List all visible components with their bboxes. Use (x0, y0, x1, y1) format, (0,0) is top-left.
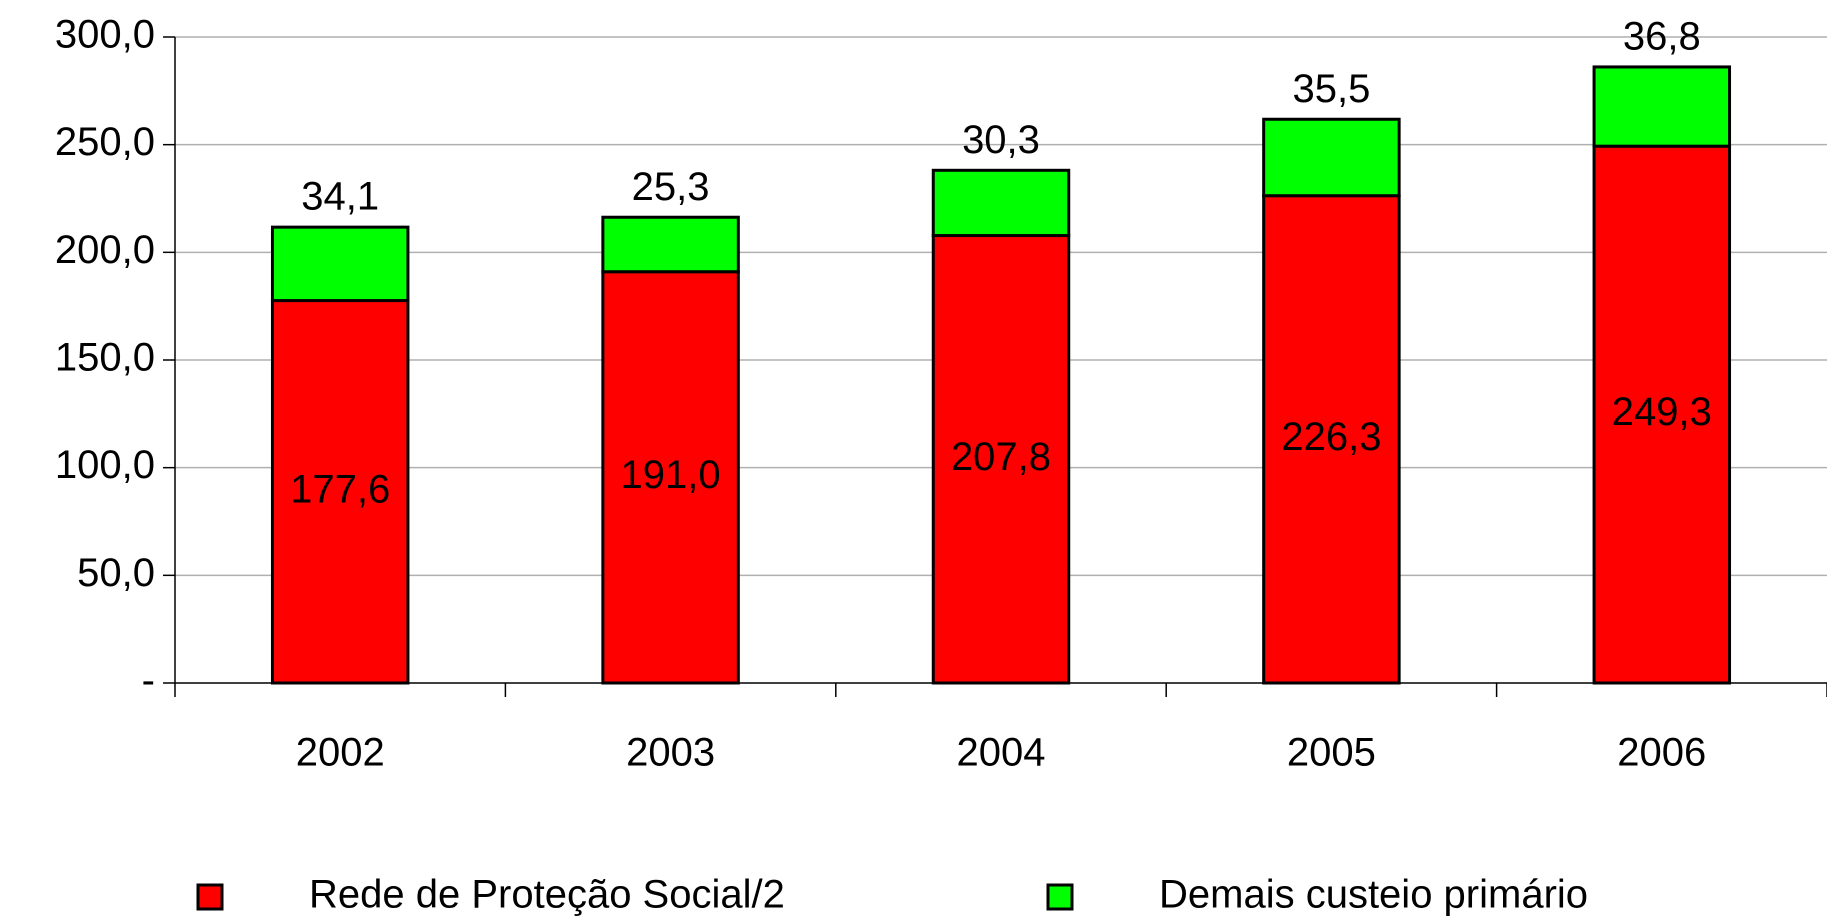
x-tick-label: 2006 (1617, 731, 1706, 775)
bar-segment (1592, 144, 1732, 685)
bar-segment (1262, 117, 1401, 198)
legend-swatch (1046, 883, 1074, 911)
bar-segment (270, 225, 410, 303)
x-tick-label: 2005 (1287, 731, 1376, 775)
y-tick-label: - (142, 659, 155, 703)
y-tick-label: 50,0 (77, 551, 155, 595)
legend-swatch (196, 883, 224, 911)
legend-label: Rede de Proteção Social/2 (309, 873, 785, 917)
y-tick-label: 300,0 (55, 13, 155, 57)
data-label: 177,6 (290, 467, 390, 511)
bar-segment (601, 215, 740, 274)
x-tick-label: 2004 (957, 731, 1046, 775)
bar-segment (1592, 65, 1732, 148)
y-tick-label: 150,0 (55, 336, 155, 380)
data-label: 207,8 (951, 435, 1051, 479)
x-tick-label: 2002 (296, 731, 385, 775)
bar-segment (931, 168, 1071, 238)
data-label: 249,3 (1612, 390, 1712, 434)
data-label: 30,3 (962, 118, 1040, 162)
bar-segment (270, 299, 410, 685)
data-label: 25,3 (632, 165, 710, 209)
bar-segment (931, 234, 1071, 685)
y-tick-label: 250,0 (55, 120, 155, 164)
x-tick-label: 2003 (626, 731, 715, 775)
bar-segment (601, 270, 740, 685)
data-label: 34,1 (301, 175, 379, 219)
data-label: 226,3 (1281, 415, 1381, 459)
legend-label: Demais custeio primário (1159, 873, 1588, 917)
y-tick-label: 200,0 (55, 228, 155, 272)
data-label: 191,0 (621, 453, 721, 497)
y-tick-label: 100,0 (55, 443, 155, 487)
data-label: 36,8 (1623, 14, 1701, 58)
bar-segment (1262, 194, 1401, 685)
data-label: 35,5 (1292, 67, 1370, 111)
